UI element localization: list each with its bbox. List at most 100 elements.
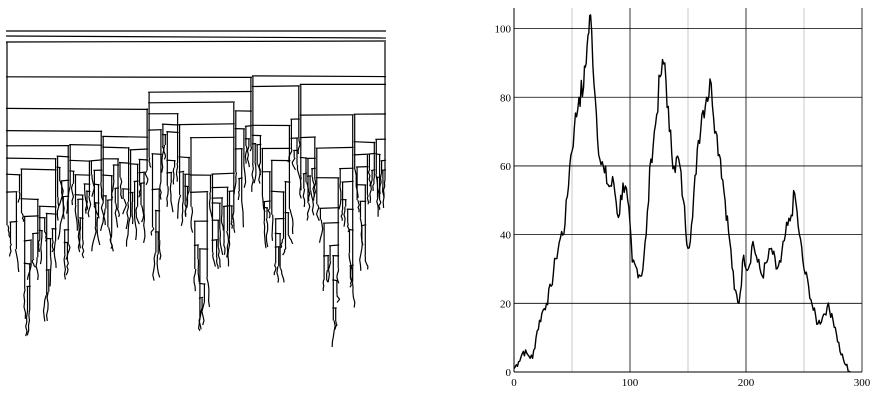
dendrogram-branch <box>353 153 369 156</box>
dendrogram-branch <box>197 259 200 283</box>
dendrogram-branch <box>23 215 39 218</box>
dendrogram-branch <box>312 178 317 201</box>
dendrogram-branch <box>57 214 64 240</box>
dendrogram-branch <box>81 239 85 259</box>
dendrogram-branch <box>267 208 271 219</box>
dendrogram-branch <box>51 239 54 253</box>
dendrogram-branch <box>166 131 179 134</box>
dendrogram-branch <box>378 199 382 210</box>
dendrogram-branch <box>212 252 216 267</box>
dendrogram-branch <box>161 144 166 173</box>
dendrogram-branch <box>319 207 340 209</box>
dendrogram-branch <box>193 244 199 247</box>
dendrogram-branch <box>382 178 386 198</box>
dendrogram-branch <box>152 252 156 281</box>
dendrogram-branch <box>23 239 33 242</box>
dendrogram-branch <box>21 213 25 222</box>
dendrogram-branch <box>144 170 149 186</box>
dendrogram-branch <box>334 321 338 330</box>
dendrogram-branch <box>69 144 103 146</box>
dendrogram-branch <box>100 182 104 201</box>
dendrogram-branch <box>299 176 302 199</box>
dendrogram-branch <box>106 199 113 201</box>
dendrogram-branch <box>251 85 300 88</box>
dendrogram-branch <box>217 247 221 268</box>
dendrogram-branch <box>66 186 71 214</box>
dendrogram-branch <box>31 258 36 268</box>
dendrogram-branch <box>222 205 229 208</box>
dendrogram-branch <box>251 162 254 192</box>
dendrogram-branch <box>302 188 306 208</box>
dendrogram-branch <box>26 263 32 280</box>
dendrogram-branch <box>368 152 376 155</box>
dendrogram-branch <box>172 167 175 185</box>
dendrogram-branch <box>244 125 252 127</box>
dendrogram-branch <box>109 233 113 249</box>
dendrogram-branch <box>151 188 161 191</box>
dendrogram-branch <box>151 153 162 155</box>
dendrogram-branch <box>189 191 209 193</box>
series-line <box>513 14 851 373</box>
dendrogram-branch <box>353 141 376 144</box>
dendrogram-branch <box>226 230 230 258</box>
dendrogram-branch <box>60 179 70 182</box>
dendrogram-branch <box>198 306 203 330</box>
dendrogram-branch <box>232 212 236 233</box>
dendrogram-branch <box>26 310 31 336</box>
dendrogram-branch <box>5 173 21 176</box>
dendrogram-branch <box>256 143 262 146</box>
x-tick-label: 0 <box>511 377 517 389</box>
dendrogram-branch <box>310 190 315 216</box>
dendrogram-branch <box>69 159 91 162</box>
dendrogram-branch <box>129 191 134 194</box>
dendrogram-branch <box>287 233 294 245</box>
dendrogram-branch <box>271 214 274 241</box>
dendrogram-branch <box>379 174 382 195</box>
dendrogram-branch <box>253 161 257 184</box>
dendrogram-branch <box>323 254 330 257</box>
dendrogram-branch <box>49 256 52 287</box>
dendrogram-branch <box>20 168 57 171</box>
dendrogram-branch <box>148 90 252 93</box>
dendrogram-branch <box>84 190 88 214</box>
dendrogram-branch <box>311 167 316 170</box>
dendrogram-branch <box>306 202 311 221</box>
dendrogram-branch <box>270 190 285 193</box>
dendrogram-branch <box>65 244 71 260</box>
dendrogram <box>5 30 387 348</box>
dendrogram-branch <box>186 187 190 208</box>
dendrogram-branch <box>138 183 142 198</box>
dendrogram-branch <box>331 320 336 348</box>
dendrogram-branch <box>237 189 241 201</box>
dendrogram-branch <box>74 174 91 176</box>
dendrogram-branch <box>180 200 184 226</box>
dendrogram-branch <box>351 281 356 308</box>
dendrogram-branch <box>206 277 211 307</box>
dendrogram-branch <box>114 203 119 228</box>
dendrogram-branch <box>9 220 18 223</box>
dendrogram-branch <box>143 213 146 244</box>
dendrogram-branch <box>56 155 70 158</box>
dendrogram-branch <box>125 201 129 230</box>
dendrogram-branch <box>65 260 69 276</box>
dendrogram-branch <box>5 76 252 78</box>
dendrogram-branch <box>244 145 248 164</box>
dendrogram-branch <box>246 146 250 168</box>
dendrogram-branch <box>122 198 127 215</box>
dendrogram-branch <box>156 254 161 278</box>
dendrogram-branch <box>279 267 285 283</box>
dendrogram-branch <box>227 238 231 267</box>
dendrogram-branch <box>263 200 271 203</box>
dendrogram-branch <box>291 157 297 171</box>
dendrogram-branch <box>14 249 20 273</box>
dendrogram-branch <box>338 180 342 210</box>
dendrogram-branch <box>87 195 92 218</box>
dendrogram-branch <box>90 159 103 162</box>
dendrogram-branch <box>280 238 284 249</box>
dendrogram-branch <box>53 241 57 268</box>
y-tick-label: 40 <box>500 230 512 242</box>
dendrogram-branch <box>230 220 233 229</box>
dendrogram-branch <box>20 198 39 201</box>
dendrogram-branch <box>340 209 343 221</box>
dendrogram-branch <box>297 138 301 155</box>
